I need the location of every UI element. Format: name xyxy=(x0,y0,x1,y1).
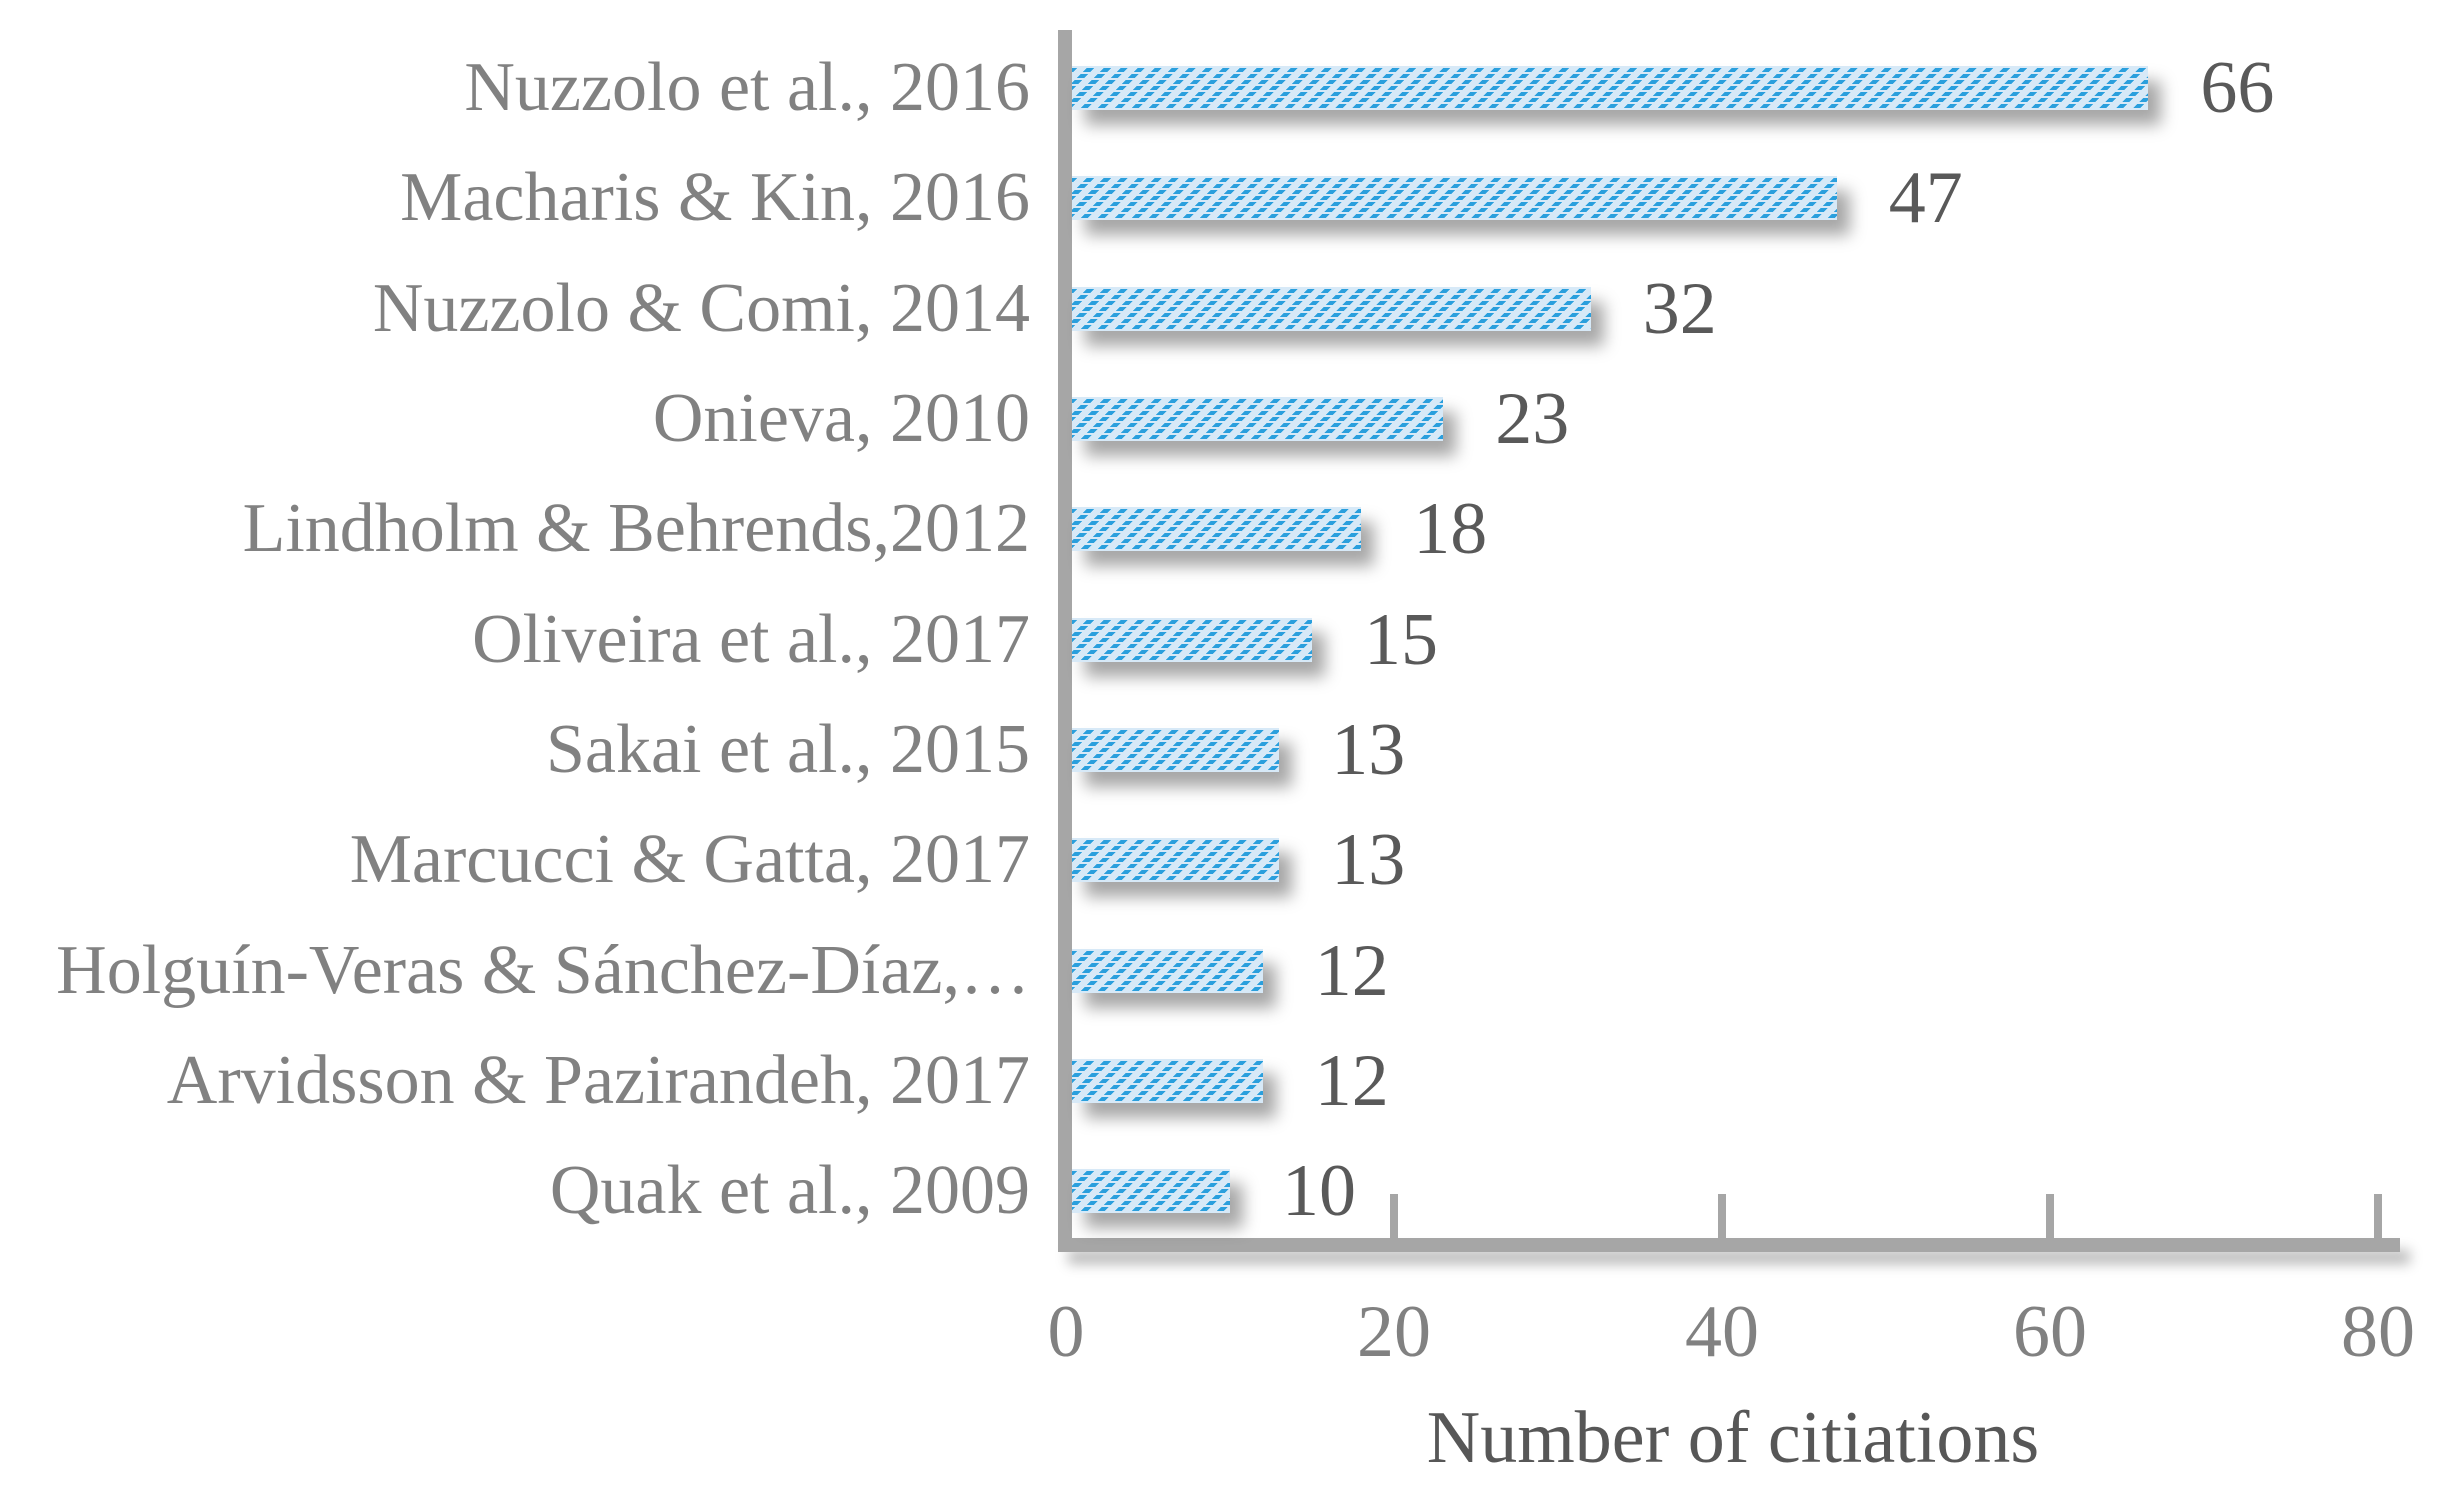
category-label: Sakai et al., 2015 xyxy=(545,710,1030,788)
value-label: 15 xyxy=(1364,598,1438,681)
category-label: Lindholm & Behrends,2012 xyxy=(242,490,1030,568)
x-axis-line xyxy=(1058,1238,2400,1252)
value-label: 23 xyxy=(1495,378,1570,461)
bar xyxy=(1072,1169,1230,1214)
value-label: 13 xyxy=(1331,708,1406,791)
bar xyxy=(1072,507,1362,552)
value-label: 32 xyxy=(1642,267,1717,350)
value-label: 18 xyxy=(1413,488,1488,571)
bar xyxy=(1072,1058,1263,1103)
category-label: Holguín-Veras & Sánchez-Díaz,… xyxy=(56,931,1030,1009)
value-label: 12 xyxy=(1314,929,1389,1012)
tick-mark xyxy=(1718,1194,1726,1238)
value-label: 10 xyxy=(1282,1150,1356,1233)
category-label: Oliveira et al., 2017 xyxy=(472,600,1030,678)
tick-mark xyxy=(2374,1194,2382,1238)
bar xyxy=(1072,727,1280,772)
tick-label: 20 xyxy=(1357,1291,1431,1373)
tick-label: 60 xyxy=(2013,1291,2087,1373)
value-label: 12 xyxy=(1314,1039,1389,1122)
bar xyxy=(1072,838,1280,883)
x-axis-title: Number of citiations xyxy=(1426,1397,2040,1479)
category-label: Quak et al., 2009 xyxy=(549,1152,1030,1230)
value-label: 13 xyxy=(1331,819,1406,902)
tick-label: 0 xyxy=(1047,1291,1085,1373)
bar xyxy=(1072,948,1263,993)
bar xyxy=(1072,397,1444,442)
value-label: 47 xyxy=(1888,157,1963,240)
value-label: 66 xyxy=(2200,47,2275,130)
category-label: Marcucci & Gatta, 2017 xyxy=(349,821,1030,899)
category-label: Onieva, 2010 xyxy=(652,380,1030,458)
tick-mark xyxy=(2046,1194,2054,1238)
tick-label: 80 xyxy=(2341,1291,2415,1373)
y-axis-line xyxy=(1058,30,1072,1252)
category-label: Nuzzolo & Comi, 2014 xyxy=(372,269,1030,347)
bar xyxy=(1072,176,1837,221)
category-label: Arvidsson & Pazirandeh, 2017 xyxy=(166,1041,1030,1119)
tick-mark xyxy=(1390,1194,1398,1238)
bar xyxy=(1072,66,2149,111)
bar xyxy=(1072,617,1312,662)
tick-label: 40 xyxy=(1685,1291,1759,1373)
bar xyxy=(1072,286,1591,331)
category-label: Macharis & Kin, 2016 xyxy=(400,159,1030,237)
category-label: Nuzzolo et al., 2016 xyxy=(464,49,1030,127)
